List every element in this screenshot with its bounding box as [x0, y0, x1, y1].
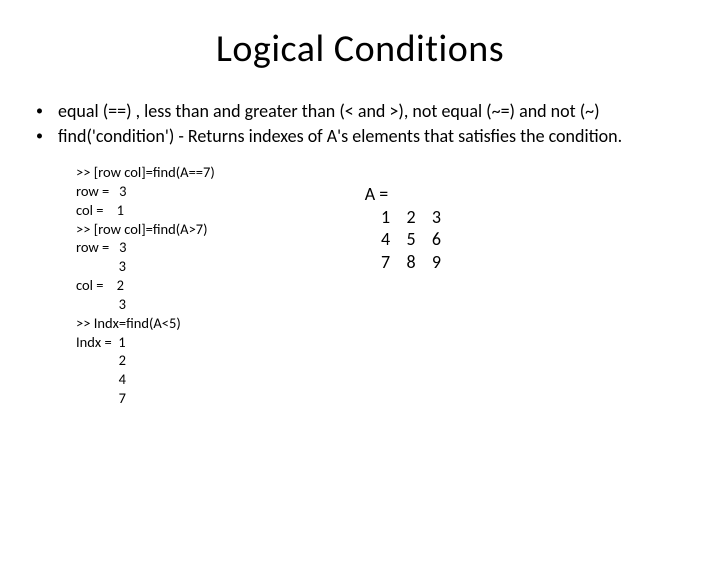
code-line: 3	[76, 257, 126, 275]
code-line: 7	[76, 389, 126, 407]
bullet-text: equal (==) , less than and greater than …	[58, 100, 700, 123]
bullet-list: • equal (==) , less than and greater tha…	[30, 100, 700, 147]
code-line: row = 3	[76, 238, 126, 256]
matrix-row: 7 8 9	[365, 251, 441, 273]
code-line: col = 1	[76, 201, 124, 219]
content-columns: >> [row col]=find(A==7) row = 3 col = 1 …	[0, 163, 720, 408]
code-line: Indx = 1	[76, 333, 126, 351]
code-line: >> [row col]=find(A==7)	[76, 163, 215, 181]
code-line: col = 2	[76, 276, 124, 294]
matrix-header: A =	[365, 183, 388, 205]
bullet-marker: •	[30, 125, 58, 147]
bullet-item: • find('condition') - Returns indexes of…	[30, 125, 700, 148]
bullet-text: find('condition') - Returns indexes of A…	[58, 125, 700, 148]
matrix-row: 4 5 6	[365, 228, 441, 250]
code-line: >> Indx=find(A<5)	[76, 314, 181, 332]
slide-title: Logical Conditions	[0, 26, 720, 72]
bullet-marker: •	[30, 100, 58, 122]
code-line: >> [row col]=find(A>7)	[76, 220, 208, 238]
code-line: row = 3	[76, 182, 126, 200]
code-line: 2	[76, 351, 126, 369]
bullet-item: • equal (==) , less than and greater tha…	[30, 100, 700, 123]
code-output-block: >> [row col]=find(A==7) row = 3 col = 1 …	[76, 163, 215, 408]
code-line: 3	[76, 295, 126, 313]
matrix-row: 1 2 3	[365, 206, 441, 228]
matrix-display: A = 1 2 3 4 5 6 7 8 9	[365, 183, 441, 408]
code-line: 4	[76, 370, 126, 388]
